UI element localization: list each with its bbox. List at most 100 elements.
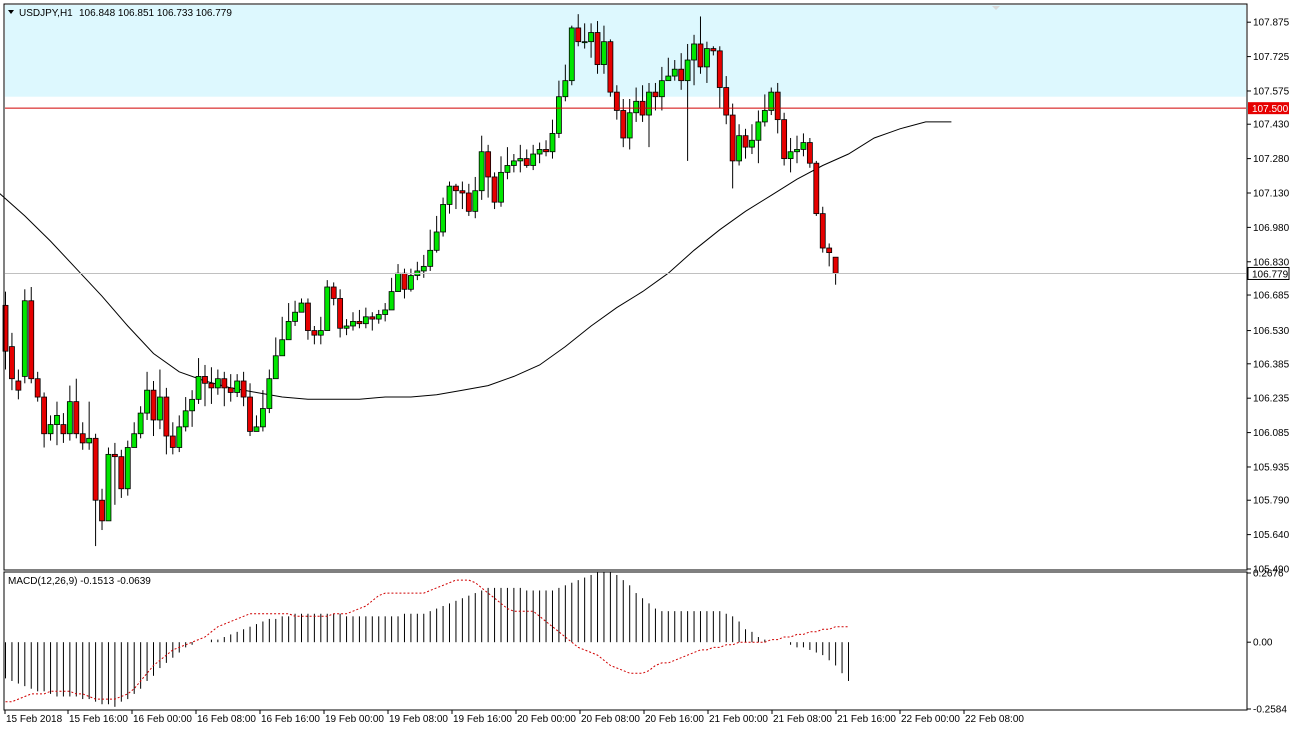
price-tick-label: 106.530: [1253, 326, 1290, 337]
candle: [169, 422, 176, 455]
candle: [285, 303, 292, 341]
candle-body: [704, 48, 710, 68]
time-axis[interactable]: 15 Feb 2018 15 Feb 16:00 16 Feb 00:00 16 Fe…: [4, 710, 1024, 725]
candle: [279, 316, 286, 357]
current-price-tag: [1247, 266, 1290, 280]
dropdown-triangle-icon[interactable]: [8, 10, 14, 14]
macd-pane[interactable]: MACD(12,26,9) -0.1513 -0.0639: [3, 571, 1248, 711]
candle: [710, 46, 717, 56]
macd-axis[interactable]: 0.2676 0.00 -0.2584: [1247, 569, 1287, 716]
candle: [73, 378, 80, 439]
candle: [266, 369, 273, 414]
candle-body: [665, 75, 672, 82]
candle: [510, 154, 517, 173]
candle: [253, 415, 260, 432]
candle-body: [697, 43, 704, 68]
candle-body: [781, 119, 788, 160]
candle: [498, 156, 504, 207]
candle-body: [343, 325, 350, 329]
candle-body: [684, 59, 691, 82]
candle: [350, 312, 356, 331]
resistance-price-tag-label: 107.500: [1252, 104, 1289, 115]
candle-body: [195, 376, 202, 400]
candle: [491, 172, 498, 210]
candle: [440, 197, 446, 237]
time-tick-label: 19 Feb 08:00: [389, 714, 448, 725]
candle: [15, 369, 22, 400]
price-tick-label: 107.725: [1253, 52, 1290, 63]
candle: [658, 66, 665, 111]
candle: [453, 183, 459, 210]
candle-body: [691, 43, 697, 61]
candle-body: [350, 320, 356, 327]
candle-body: [806, 142, 813, 164]
candle: [66, 385, 73, 441]
candle-body: [671, 68, 678, 77]
candle: [716, 46, 723, 109]
candle: [478, 135, 485, 200]
candle: [176, 415, 183, 453]
candle: [86, 401, 93, 450]
candle: [755, 110, 762, 164]
candle-body: [60, 424, 67, 435]
candle: [620, 99, 627, 148]
candle-body: [633, 100, 640, 114]
price-tick-label: 106.235: [1253, 394, 1290, 405]
candle: [678, 53, 685, 90]
candle: [234, 374, 241, 398]
candle: [298, 298, 305, 313]
candle: [150, 381, 157, 437]
candle-body: [478, 151, 485, 192]
candle-body: [832, 256, 839, 274]
candle: [549, 119, 556, 159]
candle: [356, 309, 363, 329]
candle-body: [575, 27, 582, 43]
candle: [195, 358, 202, 404]
candle: [118, 449, 125, 498]
candle: [189, 390, 196, 427]
candle: [208, 367, 215, 404]
candle: [60, 413, 67, 443]
time-tick-label: 16 Feb 16:00: [261, 714, 320, 725]
candle: [787, 137, 794, 173]
candle: [202, 364, 208, 407]
time-tick-label: 20 Feb 16:00: [645, 714, 704, 725]
candle-body: [459, 190, 466, 194]
candle: [665, 57, 672, 82]
price-tick-label: 106.685: [1253, 291, 1290, 302]
candle-body: [491, 176, 498, 203]
candle: [697, 16, 704, 74]
candle-body: [382, 309, 389, 315]
supply-zone: [5, 5, 1246, 97]
candle-body: [646, 91, 652, 116]
candle-body: [41, 396, 48, 435]
candle: [575, 14, 582, 47]
candle-body: [2, 304, 9, 352]
macd-label: MACD(12,26,9) -0.1513 -0.0639: [8, 576, 151, 587]
candle-body: [723, 87, 730, 116]
candle: [21, 289, 28, 384]
candle-body: [163, 396, 170, 437]
candle: [388, 277, 395, 311]
candle-body: [523, 158, 530, 166]
candle: [47, 415, 54, 441]
candle-body: [362, 316, 369, 325]
candle-body: [800, 142, 807, 150]
price-axis[interactable]: 107.875 107.725 107.575 107.430 107.280 107.1…: [1247, 18, 1290, 576]
candle-body: [266, 378, 273, 409]
candle-body: [247, 396, 253, 432]
candle: [92, 433, 99, 547]
time-tick-label: 21 Feb 16:00: [837, 714, 896, 725]
scroll-marker-icon[interactable]: [992, 6, 1000, 10]
price-tick-label: 105.490: [1253, 565, 1290, 576]
candle: [41, 392, 48, 448]
candle: [34, 371, 41, 402]
candle: [607, 39, 614, 97]
price-tick-label: 106.385: [1253, 359, 1290, 370]
candle-body: [408, 275, 414, 290]
price-pane[interactable]: [0, 3, 1248, 571]
candle-body: [253, 426, 260, 432]
candle-body: [530, 153, 537, 166]
candle: [819, 206, 826, 253]
